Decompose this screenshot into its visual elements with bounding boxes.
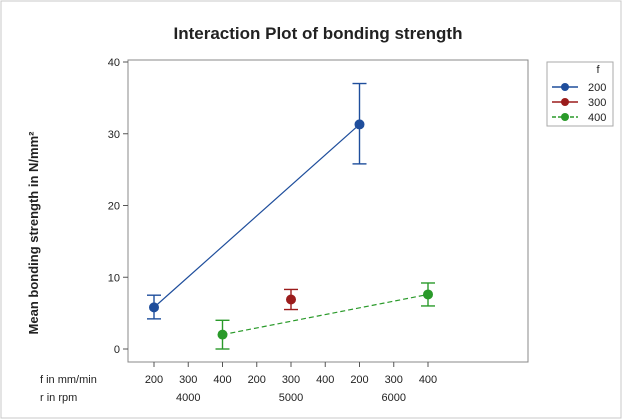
series-line bbox=[153, 123, 360, 308]
legend-title: f bbox=[596, 64, 600, 76]
legend-marker bbox=[561, 98, 569, 106]
data-point bbox=[354, 119, 365, 130]
data-point bbox=[423, 289, 433, 300]
legend-label: 400 bbox=[588, 112, 606, 124]
y-tick-label: 40 bbox=[108, 57, 120, 69]
series-group bbox=[147, 82, 435, 350]
legend-items: 200 300 400 bbox=[552, 82, 606, 124]
f-tick-label: 200 bbox=[350, 374, 368, 386]
plot-area bbox=[127, 59, 529, 363]
f-tick-label: 400 bbox=[213, 374, 231, 386]
series-line bbox=[222, 293, 429, 336]
f-row-label: f in mm/min bbox=[40, 374, 97, 386]
y-axis-ticks: 0 10 20 30 40 bbox=[108, 57, 128, 356]
legend-marker bbox=[561, 83, 569, 91]
y-tick-label: 0 bbox=[114, 344, 120, 356]
f-tick-label: 300 bbox=[282, 374, 300, 386]
y-tick-label: 10 bbox=[108, 272, 120, 284]
data-point bbox=[149, 302, 159, 313]
f-tick-label: 300 bbox=[385, 374, 403, 386]
legend: f 200 300 400 bbox=[546, 61, 614, 127]
f-tick-label: 200 bbox=[248, 374, 266, 386]
x-axis-ticks: 200 300 400 200 300 400 200 300 400 4000 5000 6000 bbox=[145, 362, 437, 404]
legend-label: 300 bbox=[588, 97, 606, 109]
r-tick-label: 4000 bbox=[176, 392, 200, 404]
y-tick-label: 20 bbox=[108, 201, 120, 213]
data-point bbox=[217, 329, 228, 340]
y-tick-label: 30 bbox=[108, 129, 120, 141]
f-tick-label: 200 bbox=[145, 374, 163, 386]
data-point bbox=[286, 294, 296, 305]
r-row-label: r in rpm bbox=[40, 392, 77, 404]
y-axis-label: Mean bonding strength in N/mm² bbox=[26, 131, 41, 335]
chart-title: Interaction Plot of bonding strength bbox=[174, 24, 463, 43]
f-tick-label: 400 bbox=[316, 374, 334, 386]
legend-marker bbox=[561, 113, 569, 121]
r-tick-label: 5000 bbox=[279, 392, 303, 404]
f-tick-label: 400 bbox=[419, 374, 437, 386]
legend-label: 200 bbox=[588, 82, 606, 94]
legend-box bbox=[546, 61, 614, 127]
f-tick-label: 300 bbox=[179, 374, 197, 386]
r-tick-label: 6000 bbox=[382, 392, 406, 404]
